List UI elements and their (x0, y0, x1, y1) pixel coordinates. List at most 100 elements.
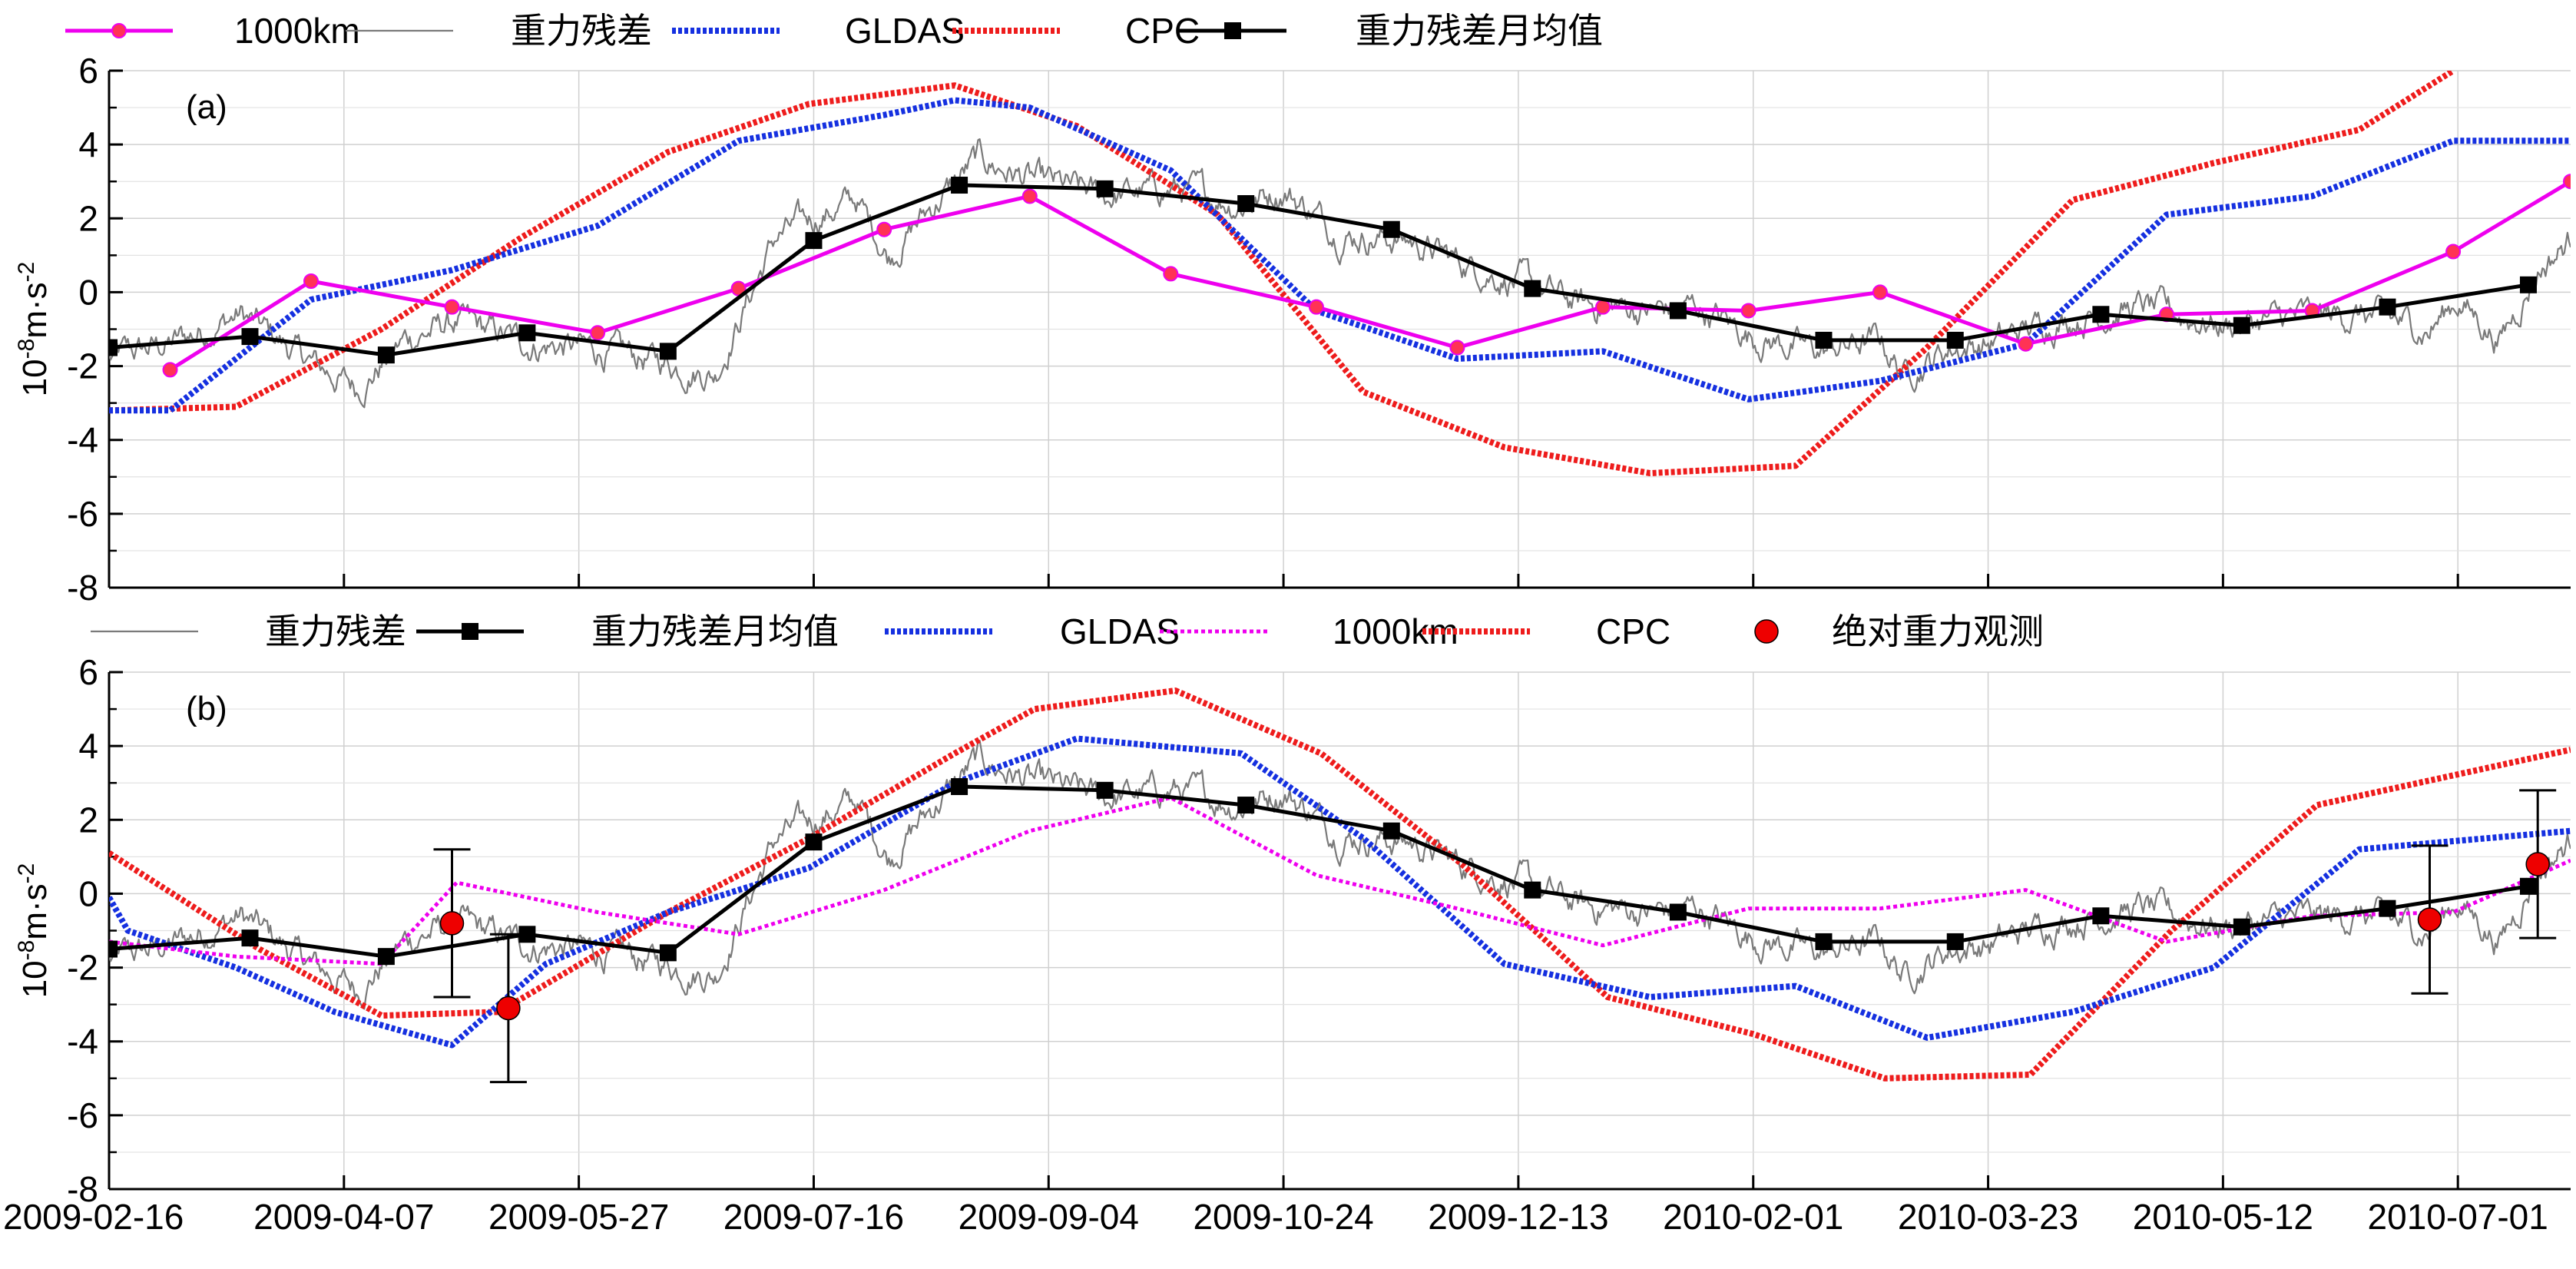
legend-item: 重力残差 (91, 611, 406, 651)
monthly-mean-marker (2092, 306, 2110, 323)
y-tick-label: 2 (78, 198, 98, 238)
1000km-marker (2563, 174, 2571, 190)
legend-marker (462, 623, 478, 640)
series-line (169, 180, 2571, 372)
monthly-mean-marker (1382, 822, 1400, 840)
monthly-mean-marker (2379, 900, 2396, 917)
y-tick-label: -6 (67, 494, 98, 534)
x-tick-label: 2010-02-01 (1663, 1197, 1843, 1237)
monthly-mean-marker (518, 324, 536, 342)
series-line (109, 97, 2571, 414)
x-tick-label: 2009-09-04 (959, 1197, 1139, 1237)
legend-swatch (1754, 619, 1779, 644)
monthly-mean-marker (2233, 316, 2250, 334)
y-tick-label: 6 (78, 51, 98, 91)
panel-label: (a) (186, 88, 227, 126)
legend-label: 重力残差 (511, 11, 652, 51)
monthly-mean-marker (805, 232, 823, 250)
monthly-mean-marker (1815, 933, 1833, 950)
y-tick-label: -4 (67, 1022, 98, 1062)
series-line (109, 784, 2529, 959)
legend-marker (1224, 22, 1241, 39)
1000km-marker (590, 325, 606, 341)
monthly-mean-marker (1669, 302, 1687, 320)
series-red-dot (109, 688, 2571, 1082)
y-axis-label: 10-8m·s-2 (14, 262, 55, 397)
y-tick-label: 6 (78, 652, 98, 692)
plot-area (109, 688, 2571, 1084)
legend-item: 重力残差月均值 (416, 611, 839, 651)
x-tick-label: 2009-05-27 (488, 1197, 669, 1237)
series-line (109, 795, 2571, 966)
panel-a: -8 -6 -4 -2 0 2 4 6 10-8m·s-2 (a)1000km 重力残差 GLDAS C… (14, 11, 2571, 608)
monthly-mean-marker (2092, 907, 2110, 925)
1000km-marker (1021, 188, 1038, 204)
legend-label: 绝对重力观测 (1832, 611, 2044, 651)
y-tick-label: -8 (67, 1169, 98, 1209)
y-tick-label: 4 (78, 726, 98, 766)
y-tick-label: -4 (67, 420, 98, 460)
monthly-mean-marker (659, 944, 677, 962)
monthly-mean-marker (1382, 220, 1400, 238)
monthly-mean-marker (241, 328, 259, 346)
monthly-mean-marker (1237, 195, 1255, 213)
y-tick-label: -2 (67, 948, 98, 988)
1000km-marker (162, 362, 178, 378)
monthly-mean-marker (2519, 877, 2537, 895)
1000km-marker (1740, 303, 1757, 319)
series-magenta-dot (109, 795, 2571, 966)
series-line (109, 183, 2529, 357)
legend-item: 1000km (1160, 611, 1459, 651)
monthly-mean-marker (1096, 781, 1114, 799)
absolute-gravity-point (439, 911, 465, 936)
legend-label: 重力残差 (265, 611, 406, 651)
monthly-mean-marker (241, 929, 259, 947)
legend-label: 1000km (234, 11, 360, 51)
1000km-marker (1308, 299, 1324, 315)
monthly-mean-marker (951, 778, 968, 796)
legend: 重力残差 重力残差月均值 GLDAS 1000km CPC 绝对重力观测 (91, 611, 2044, 651)
series-magenta-marker (162, 174, 2571, 378)
monthly-mean-marker (1096, 180, 1114, 197)
1000km-marker (2445, 244, 2462, 260)
legend-item: 重力残差 (346, 11, 652, 51)
absolute-gravity-point (496, 996, 521, 1021)
axes: -8 -6 -4 -2 0 2 4 6 2009-02-16 2009-04-07 2009-05-… (3, 652, 2571, 1237)
y-axis-label: 10-8m·s-2 (14, 863, 55, 999)
series-gray (109, 138, 2571, 409)
monthly-mean-marker (109, 940, 118, 958)
monthly-mean-marker (659, 343, 677, 360)
y-tick-label: -6 (67, 1095, 98, 1135)
series-line (109, 138, 2571, 409)
x-tick-label: 2010-03-23 (1898, 1197, 2078, 1237)
absolute-gravity-point (2525, 852, 2550, 876)
legend-label: 重力残差月均值 (1356, 11, 1603, 51)
monthly-mean-marker (1815, 331, 1833, 349)
monthly-mean-marker (109, 339, 118, 356)
legend: 1000km 重力残差 GLDAS CPC 重力残差月均值 (65, 11, 1603, 51)
series-line (109, 735, 2571, 1049)
legend-item: 1000km (65, 11, 360, 51)
y-tick-label: 4 (78, 124, 98, 164)
1000km-marker (1595, 299, 1611, 315)
legend-item: CPC (952, 11, 1200, 51)
x-tick-label: 2009-04-07 (253, 1197, 434, 1237)
1000km-marker (444, 299, 460, 315)
series-blue-dot (109, 97, 2571, 414)
series-line (109, 71, 2455, 476)
y-tick-label: 2 (78, 800, 98, 840)
1000km-marker (1163, 266, 1179, 282)
legend-label: CPC (1596, 611, 1670, 651)
monthly-mean-marker (518, 926, 536, 943)
series-black-square (109, 778, 2537, 966)
y-tick-label: -2 (67, 346, 98, 386)
monthly-mean-marker (2519, 276, 2537, 293)
series-red-dot (109, 71, 2455, 476)
legend-marker (111, 23, 127, 38)
monthly-mean-marker (377, 346, 395, 364)
series-line (109, 688, 2571, 1082)
series-line (109, 739, 2571, 1010)
1000km-marker (2018, 336, 2034, 352)
legend-item: 重力残差月均值 (1179, 11, 1603, 51)
